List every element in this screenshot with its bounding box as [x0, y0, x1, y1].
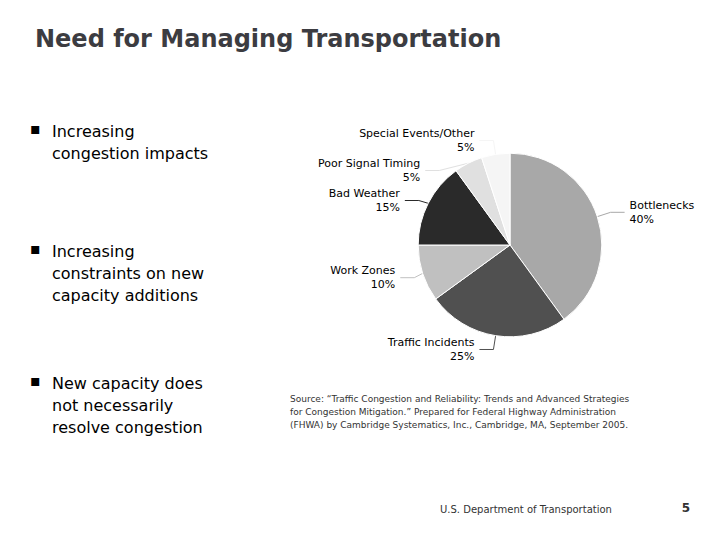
svg-text:▪: ▪ — [30, 371, 41, 390]
svg-text:Increasing: Increasing — [52, 242, 135, 261]
svg-text:capacity additions: capacity additions — [52, 286, 198, 305]
svg-text:Traffic Incidents: Traffic Incidents — [387, 336, 475, 349]
svg-text:resolve congestion: resolve congestion — [52, 418, 203, 437]
svg-text:New capacity does: New capacity does — [52, 374, 203, 393]
svg-text:Increasing: Increasing — [52, 122, 135, 141]
svg-text:Bottlenecks: Bottlenecks — [630, 199, 695, 212]
svg-text:10%: 10% — [371, 278, 395, 291]
svg-text:Source: “Traffic Congestion an: Source: “Traffic Congestion and Reliabil… — [290, 394, 629, 404]
svg-text:▪: ▪ — [30, 239, 41, 258]
svg-text:15%: 15% — [375, 201, 399, 214]
svg-text:Bad Weather: Bad Weather — [329, 187, 401, 200]
svg-text:for Congestion Mitigation.” Pr: for Congestion Mitigation.” Prepared for… — [290, 407, 616, 417]
svg-text:(FHWA) by Cambridge Systematic: (FHWA) by Cambridge Systematics, Inc., C… — [290, 420, 628, 430]
svg-text:5%: 5% — [403, 171, 420, 184]
svg-text:Need for Managing Transportati: Need for Managing Transportation — [35, 25, 501, 53]
svg-text:5: 5 — [682, 501, 690, 515]
svg-text:25%: 25% — [450, 350, 474, 363]
svg-text:U.S. Department of Transportat: U.S. Department of Transportation — [440, 504, 612, 515]
svg-text:▪: ▪ — [30, 119, 41, 138]
svg-text:Special Events/Other: Special Events/Other — [359, 127, 475, 140]
svg-text:congestion impacts: congestion impacts — [52, 144, 208, 163]
svg-text:not necessarily: not necessarily — [52, 396, 173, 415]
svg-text:40%: 40% — [630, 213, 654, 226]
svg-text:Poor Signal Timing: Poor Signal Timing — [318, 157, 420, 170]
svg-text:5%: 5% — [457, 141, 474, 154]
svg-text:constraints on new: constraints on new — [52, 264, 204, 283]
svg-text:Work Zones: Work Zones — [330, 264, 395, 277]
